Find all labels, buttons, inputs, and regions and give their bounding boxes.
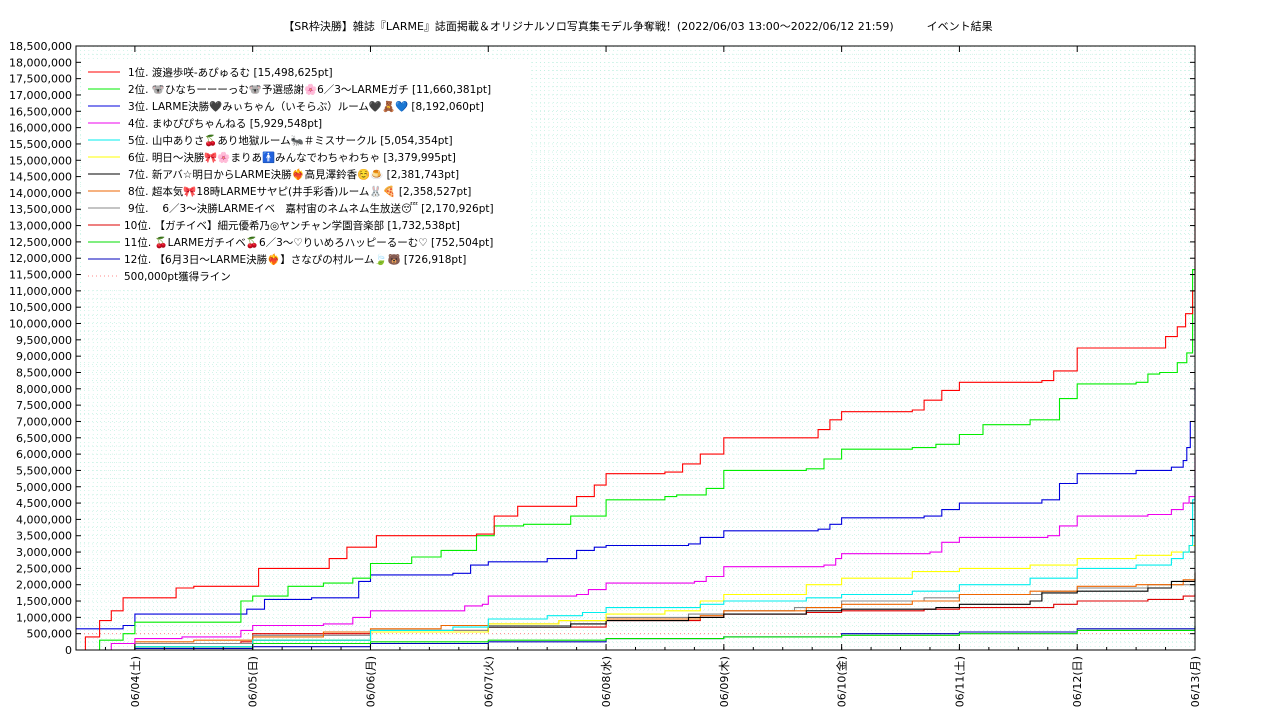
y-tick-label: 1,000,000 [16,611,72,624]
y-tick-label: 10,000,000 [9,318,72,331]
y-tick-label: 18,500,000 [9,40,72,53]
x-tick-label: 06/07(火) [482,656,495,707]
y-tick-label: 15,500,000 [9,138,72,151]
x-tick-label: 06/08(水) [600,656,613,707]
y-tick-label: 14,000,000 [9,187,72,200]
y-tick-label: 15,000,000 [9,154,72,167]
y-axis: 0 500,000 1,000,000 1,500,000 2,000,000 2,500… [9,40,1195,657]
series-line-10 [76,593,1196,651]
y-tick-label: 3,500,000 [16,530,72,543]
y-tick-label: 8,500,000 [16,366,72,379]
x-tick-label: 06/06(月) [364,656,377,707]
legend-label: 2位. 🐨ひなちーーーっむ🐨予選感謝🌸6／3〜LARMEガチ [11,660,3… [128,83,491,96]
series-line-3 [76,382,1196,630]
y-tick-label: 13,000,000 [9,220,72,233]
y-tick-label: 9,000,000 [16,350,72,363]
y-tick-label: 2,000,000 [16,579,72,592]
x-tick-label: 06/12(日) [1071,656,1084,707]
y-tick-label: 16,500,000 [9,105,72,118]
y-tick-label: 7,500,000 [16,399,72,412]
y-tick-label: 18,000,000 [9,56,72,69]
x-tick-label: 06/09(木) [718,656,731,707]
y-tick-label: 1,500,000 [16,595,72,608]
y-tick-label: 5,500,000 [16,464,72,477]
y-tick-label: 0 [65,644,72,657]
series-line-5 [76,485,1196,651]
legend-label: 1位. 渡邉歩咲-あぴゅるむ [15,498,625pt] [128,66,333,79]
y-tick-label: 500,000 [27,628,73,641]
legend-label: 8位. 超本気🎀18時LARMEサヤピ(井手彩香)ルーム🐰🍕 [2,358,52… [128,185,471,198]
y-tick-label: 17,500,000 [9,73,72,86]
legend-label: 9位. 6／3〜決勝LARMEイベ 嘉村宙のネムネム生放送😴 [2,170,92… [128,202,494,215]
x-tick-label: 06/13(月) [1189,656,1202,707]
x-tick-label: 06/05(日) [247,656,260,707]
legend-label: 11位. 🍒LARMEガチイベ🍒6／3〜♡りいめろハッピーるーむ♡ [752,5… [124,236,493,249]
y-tick-label: 2,500,000 [16,562,72,575]
y-tick-label: 13,500,000 [9,203,72,216]
y-tick-label: 8,000,000 [16,383,72,396]
legend-label: 7位. 新アバ☆明日からLARME決勝❤️‍🔥高見澤鈴香☺️🍮 [2,381,7… [128,168,459,181]
y-tick-label: 6,500,000 [16,432,72,445]
legend-label: 5位. 山中ありさ🍒あり地獄ルーム🐜＃ミスサークル [5,054,354pt] [128,134,453,147]
legend-box [84,62,530,288]
y-tick-label: 4,500,000 [16,497,72,510]
y-tick-label: 3,000,000 [16,546,72,559]
y-tick-label: 9,500,000 [16,334,72,347]
y-tick-label: 7,000,000 [16,415,72,428]
y-tick-label: 11,000,000 [9,285,72,298]
legend-label: 12位. 【6月3日〜LARME決勝❤️‍🔥】さなぴの村ルーム🍃🐻 [726,9… [124,253,466,266]
series-line-1 [76,143,1196,651]
legend-label: 500,000pt獲得ライン [124,270,231,283]
x-axis: 06/04(土) 06/05(日) 06/06(月) 06/07(火) 06/08(水)… [75,46,1202,707]
legend-label: 6位. 明日〜決勝🎀🌸まりあ🚹みんなでわちゃわちゃ [3,379,995pt] [128,151,456,164]
y-tick-label: 16,000,000 [9,122,72,135]
x-tick-label: 06/10(金) [835,656,849,707]
y-tick-label: 12,500,000 [9,236,72,249]
legend-label: 4位. まゆぴぴちゃんねる [5,929,548pt] [128,117,322,130]
legend-label: 3位. LARME決勝🖤みぃちゃん（いそらぶ）ルーム🖤🧸💙 [8,192,060… [128,100,484,113]
y-tick-label: 5,000,000 [16,481,72,494]
legend-label: 10位. 【ガチイベ】細元優希乃◎ヤンチャン学園音楽部 [1,732,538pt… [124,219,460,232]
y-tick-label: 17,000,000 [9,89,72,102]
chart-title: 【SR枠決勝】雑誌『LARME』誌面掲載＆オリジナルソロ写真集モデル争奪戦！(2… [283,19,992,33]
x-tick-label: 06/11(土) [953,656,966,707]
legend: 1位. 渡邉歩咲-あぴゅるむ [15,498,625pt] 2位. 🐨ひなちーーー… [84,62,530,288]
series-line-2 [76,269,1196,651]
series-line-6 [76,539,1196,651]
y-tick-label: 6,000,000 [16,448,72,461]
series-line-8 [76,572,1196,651]
y-tick-label: 12,000,000 [9,252,72,265]
series-line-4 [76,456,1196,651]
y-tick-label: 4,000,000 [16,513,72,526]
y-tick-label: 10,500,000 [9,301,72,314]
y-tick-label: 11,500,000 [9,269,72,282]
x-tick-label: 06/04(土) [129,656,142,707]
y-tick-label: 14,500,000 [9,171,72,184]
